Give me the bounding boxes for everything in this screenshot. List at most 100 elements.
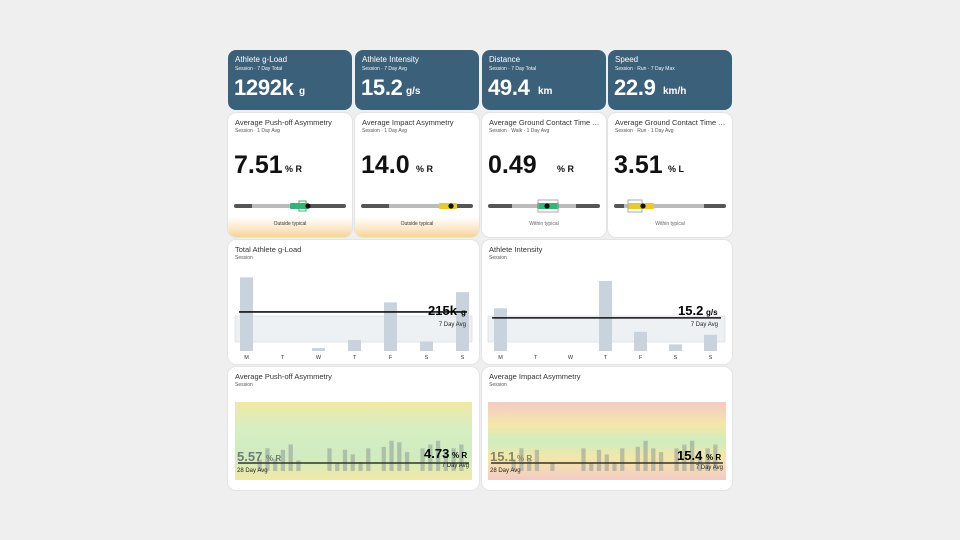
gauge-card-pushoff[interactable]: Average Push-off Asymmetry Session · 1 D… [228, 113, 352, 237]
bar [705, 448, 710, 471]
trend-bar-chart: 15.1 % R 28 Day Avg 15.4 % R 7 Day Avg [488, 402, 726, 480]
gauge-subtitle: Session · 1 Day Avg [362, 128, 407, 134]
gauge-card-impact[interactable]: Average Impact Asymmetry Session · 1 Day… [355, 113, 479, 237]
avg-unit: g [461, 308, 466, 317]
right-label: 7 Day Avg [696, 465, 723, 471]
asymmetry-gauge [361, 203, 473, 209]
bar [389, 440, 394, 471]
right-unit: % R [452, 451, 467, 460]
bar [366, 448, 371, 471]
bar [280, 449, 286, 471]
bar [651, 448, 656, 471]
gauge-unit: % R [557, 164, 575, 174]
weekly-card-g-load[interactable]: Total Athlete g-Load Session M T W T F S S 215… [228, 240, 479, 364]
gauge-value: 14.0 [361, 151, 410, 179]
weekly-card-intensity[interactable]: Athlete Intensity Session M T W T F S S 15.2 g… [482, 240, 732, 364]
bar [342, 449, 348, 471]
bar [435, 440, 441, 471]
kpi-title: Athlete g-Load [235, 55, 288, 64]
kpi-unit: km [538, 86, 553, 97]
avg-label: 7 Day Avg [439, 322, 466, 328]
avg-label: 7 Day Avg [691, 322, 718, 328]
bar [384, 302, 397, 351]
bar [312, 348, 325, 351]
kpi-value: 49.4 [488, 75, 530, 100]
trend-card-pushoff[interactable]: Average Push-off Asymmetry Session 5.57 … [228, 367, 479, 490]
bar [288, 444, 293, 471]
chart-subtitle: Session [235, 382, 253, 388]
bar [381, 446, 386, 471]
bar [658, 452, 664, 471]
bar [335, 463, 340, 471]
kpi-subtitle: Session · 7 Day Avg [362, 66, 407, 72]
status-label: Within typical [655, 221, 685, 227]
kpi-card-speed[interactable]: Speed Session · Run · 7 Day Max 22.9 km/… [608, 50, 732, 110]
chart-title: Athlete Intensity [489, 245, 543, 254]
avg-value: 15.2 [678, 303, 703, 318]
gauge-marker [448, 203, 454, 209]
bar [634, 331, 647, 351]
x-tick-label: S [425, 355, 429, 361]
asymmetry-gauge [234, 200, 346, 212]
kpi-subtitle: Session · Run · 7 Day Max [615, 66, 675, 72]
chart-subtitle: Session [489, 255, 507, 261]
bar [534, 449, 540, 471]
bar [674, 448, 679, 471]
bar [635, 446, 640, 471]
weekly-bar-chart: M T W T F S S 215k g 7 Day Avg [234, 277, 473, 361]
right-value: 4.73 [424, 446, 449, 461]
trend-card-impact[interactable]: Average Impact Asymmetry Session 15.1 % … [482, 367, 732, 490]
kpi-subtitle: Session · 7 Day Total [235, 66, 283, 72]
bar [327, 448, 332, 471]
status-label: Outside typical [355, 217, 479, 237]
x-tick-label: T [604, 355, 608, 361]
bar [443, 452, 448, 471]
gauge-value: 7.51 [234, 151, 283, 179]
bar [527, 458, 532, 471]
right-value: 15.4 [677, 448, 703, 463]
chart-subtitle: Session [235, 255, 253, 261]
kpi-card-distance[interactable]: Distance Session · 7 Day Total 49.4 km [482, 50, 606, 110]
status-label: Within typical [529, 221, 559, 227]
gauge-value: 0.49 [488, 151, 537, 179]
kpi-value: 22.9 [614, 75, 656, 100]
bar [459, 444, 464, 471]
right-label: 7 Day Avg [442, 463, 469, 469]
left-unit: % R [517, 454, 532, 463]
bar [581, 448, 586, 471]
kpi-unit: g/s [406, 86, 421, 97]
avg-unit: g/s [706, 308, 718, 317]
x-tick-label: W [316, 355, 322, 361]
gauge-value: 3.51 [614, 151, 663, 179]
x-tick-label: T [353, 355, 357, 361]
chart-title: Average Push-off Asymmetry [235, 372, 332, 381]
x-tick-label: F [389, 355, 393, 361]
bar [404, 452, 410, 471]
x-tick-label: M [498, 355, 503, 361]
bar [273, 458, 278, 471]
left-label: 28 Day Avg [490, 468, 521, 474]
gauge-subtitle: Session · 1 Day Avg [235, 128, 280, 134]
gauge-card-gct-walk[interactable]: Average Ground Contact Time Asymmetry Se… [482, 113, 606, 237]
bar [240, 277, 253, 351]
bar [620, 448, 625, 471]
bar [599, 281, 612, 351]
avg-value: 215k [428, 303, 458, 318]
bar [682, 444, 687, 471]
kpi-card-intensity[interactable]: Athlete Intensity Session · 7 Day Avg 15… [355, 50, 479, 110]
bar [511, 459, 516, 471]
bar [257, 459, 262, 471]
x-tick-label: T [534, 355, 538, 361]
asymmetry-gauge [488, 199, 600, 213]
chart-subtitle: Session [489, 382, 507, 388]
bar [713, 444, 718, 471]
bar [596, 449, 602, 471]
gauge-card-gct-run[interactable]: Average Ground Contact Time Asymmetry Se… [608, 113, 732, 237]
chart-title: Total Athlete g-Load [235, 245, 302, 254]
right-unit: % R [706, 453, 721, 462]
kpi-title: Distance [489, 55, 521, 64]
kpi-card-g-load[interactable]: Athlete g-Load Session · 7 Day Total 129… [228, 50, 352, 110]
bar [428, 444, 433, 471]
bar [494, 308, 507, 351]
bar [397, 442, 402, 471]
